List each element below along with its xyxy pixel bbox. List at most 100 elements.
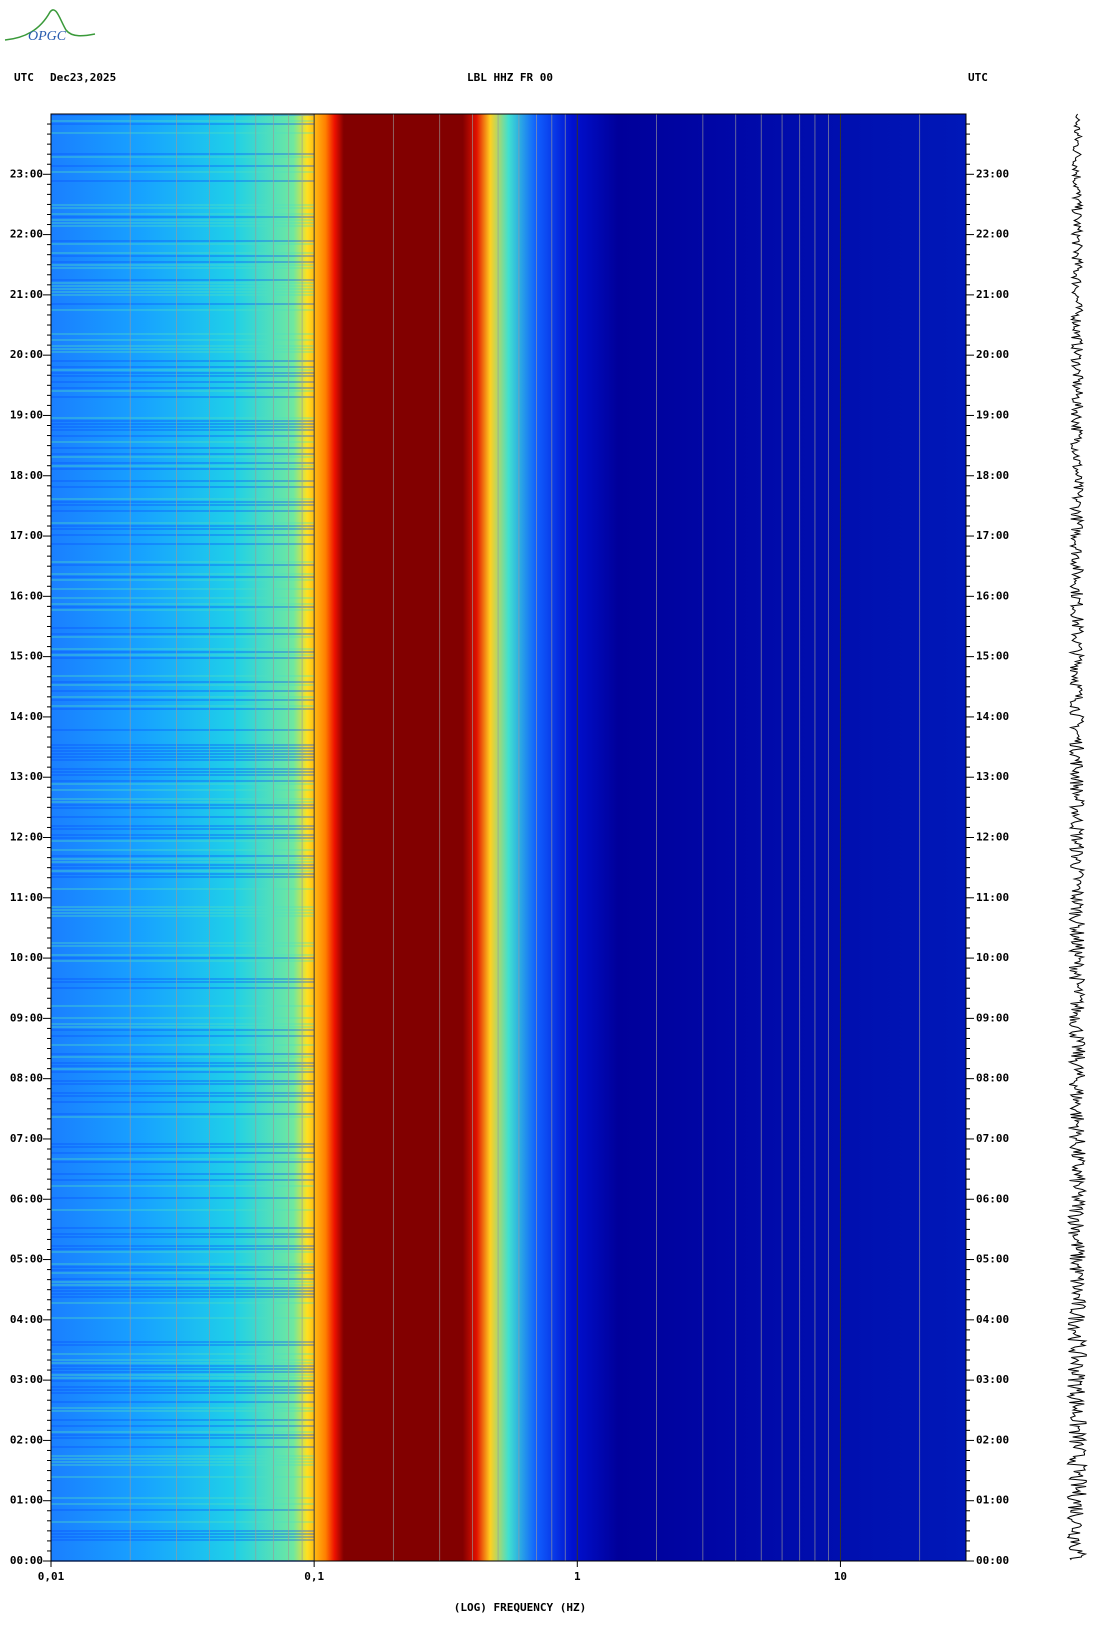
y-tick-label: 03:00 xyxy=(10,1373,43,1386)
texture-streak xyxy=(51,1455,315,1457)
y-tick-label: 17:00 xyxy=(10,529,43,542)
texture-streak xyxy=(51,753,315,755)
texture-streak xyxy=(51,561,315,563)
texture-streak xyxy=(51,1419,315,1421)
texture-streak xyxy=(51,1464,315,1466)
texture-streak xyxy=(51,801,315,803)
texture-streak xyxy=(51,789,315,791)
texture-streak xyxy=(51,1143,315,1145)
texture-streak xyxy=(51,366,315,368)
texture-streak xyxy=(51,285,315,287)
texture-streak xyxy=(51,1071,315,1073)
x-tick-label: 0,1 xyxy=(304,1570,324,1583)
texture-streak xyxy=(51,1410,315,1412)
y-tick-label-right: 08:00 xyxy=(976,1072,1009,1085)
y-tick-label: 00:00 xyxy=(10,1554,43,1567)
date: Dec23,2025 xyxy=(50,71,116,84)
texture-streak xyxy=(51,876,315,878)
texture-streak xyxy=(51,222,315,224)
y-tick-label-right: 01:00 xyxy=(976,1494,1009,1507)
y-tick-label: 06:00 xyxy=(10,1192,43,1205)
y-tick-label-right: 18:00 xyxy=(976,469,1009,482)
texture-streak xyxy=(51,1092,315,1094)
texture-streak xyxy=(51,1371,315,1373)
y-tick-label-right: 02:00 xyxy=(976,1433,1009,1446)
texture-streak xyxy=(51,1281,315,1283)
y-tick-label-right: 23:00 xyxy=(976,167,1009,180)
texture-streak xyxy=(51,1503,315,1505)
texture-streak xyxy=(51,171,315,173)
y-tick-label: 10:00 xyxy=(10,951,43,964)
texture-streak xyxy=(51,705,315,707)
logo: OPGC xyxy=(4,9,96,44)
texture-streak xyxy=(51,339,315,341)
texture-streak xyxy=(51,123,315,125)
texture-streak xyxy=(51,1227,315,1229)
texture-streak xyxy=(51,465,315,467)
texture-streak xyxy=(51,579,315,581)
chart-title: LBL HHZ FR 00 xyxy=(467,71,553,84)
texture-streak xyxy=(51,462,315,464)
texture-streak xyxy=(51,906,315,908)
y-tick-label: 12:00 xyxy=(10,831,43,844)
texture-streak xyxy=(51,156,315,158)
texture-streak xyxy=(51,1401,315,1403)
texture-streak xyxy=(51,1539,315,1541)
timezone-left: UTC xyxy=(14,71,34,84)
texture-streak xyxy=(51,834,315,836)
texture-streak xyxy=(51,417,315,419)
texture-streak xyxy=(51,1317,315,1319)
texture-streak xyxy=(51,945,315,947)
texture-streak xyxy=(51,504,315,506)
texture-streak xyxy=(51,597,315,599)
texture-streak xyxy=(51,525,315,527)
texture-streak xyxy=(51,180,315,182)
texture-streak xyxy=(51,1431,315,1433)
texture-streak xyxy=(51,1392,315,1394)
texture-streak xyxy=(51,1461,315,1463)
texture-streak xyxy=(51,957,315,959)
texture-streak xyxy=(51,486,315,488)
texture-streak xyxy=(51,1035,315,1037)
texture-streak xyxy=(51,1056,315,1058)
y-tick-label-right: 17:00 xyxy=(976,529,1009,542)
texture-streak xyxy=(51,576,315,578)
texture-streak xyxy=(51,441,315,443)
texture-streak xyxy=(51,1197,315,1199)
texture-streak xyxy=(51,1377,315,1379)
texture-streak xyxy=(51,1113,315,1115)
texture-streak xyxy=(51,1374,315,1376)
y-tick-label: 08:00 xyxy=(10,1072,43,1085)
texture-streak xyxy=(51,684,315,686)
texture-streak xyxy=(51,435,315,437)
texture-streak xyxy=(51,1368,315,1370)
texture-streak xyxy=(51,1407,315,1409)
texture-streak xyxy=(51,603,315,605)
plot-frame xyxy=(50,113,967,1562)
texture-streak xyxy=(51,1005,315,1007)
texture-streak xyxy=(51,1248,315,1250)
texture-streak xyxy=(51,1065,315,1067)
texture-streak xyxy=(51,1296,315,1298)
texture-streak xyxy=(51,1161,315,1163)
x-tick-label: 0,01 xyxy=(38,1570,65,1583)
texture-streak xyxy=(51,1236,315,1238)
y-tick-label: 18:00 xyxy=(10,469,43,482)
texture-streak xyxy=(51,1116,315,1118)
texture-streak xyxy=(51,225,315,227)
texture-streak xyxy=(51,267,315,269)
texture-streak xyxy=(51,1245,315,1247)
texture-streak xyxy=(51,1044,315,1046)
texture-streak xyxy=(51,390,315,392)
texture-streak xyxy=(51,1536,315,1538)
texture-streak xyxy=(51,768,315,770)
texture-streak xyxy=(51,636,315,638)
texture-streak xyxy=(51,873,315,875)
texture-streak xyxy=(51,1158,315,1160)
texture-streak xyxy=(51,396,315,398)
texture-streak xyxy=(51,1068,315,1070)
texture-streak xyxy=(51,783,315,785)
y-tick-label-right: 06:00 xyxy=(976,1192,1009,1205)
